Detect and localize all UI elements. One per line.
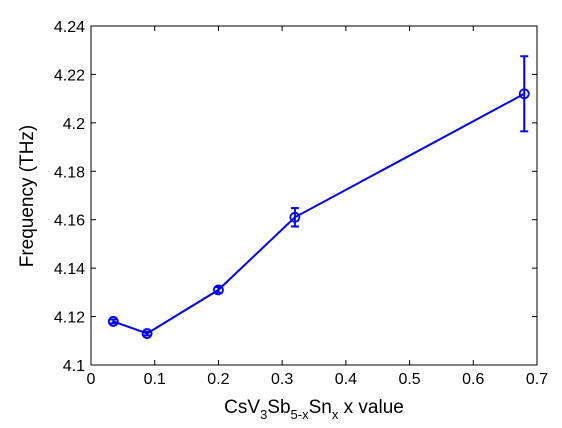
series-line (112, 92, 525, 335)
x-axis-label-part: Sb (267, 397, 290, 418)
x-axis-label-sub: 5-x (291, 407, 310, 422)
x-axis-label-part: x value (338, 397, 403, 418)
y-tick-label: 4.1 (63, 358, 85, 375)
x-tick-label: 0.4 (335, 371, 357, 388)
x-axis-ticks: 0 0.1 0.2 0.3 0.4 0.5 0.6 0.7 (87, 26, 548, 388)
data-point (289, 211, 301, 223)
x-tick-label: 0.6 (462, 371, 484, 388)
y-tick-label: 4.24 (54, 19, 85, 36)
y-tick-label: 4.14 (54, 261, 85, 278)
x-tick-label: 0.5 (398, 371, 420, 388)
y-tick-label: 4.16 (54, 213, 85, 230)
x-axis-label: CsV3Sb5-xSnx x value (224, 397, 404, 422)
x-axis-label-sub: 3 (260, 407, 267, 422)
x-tick-label: 0.1 (144, 371, 166, 388)
x-axis-label-part: CsV (224, 397, 260, 418)
y-axis-ticks: 4.1 4.12 4.14 4.16 4.18 4.2 4.22 4.24 (54, 19, 537, 375)
data-point (107, 316, 119, 327)
data-point (518, 88, 530, 100)
x-tick-label: 0.3 (271, 371, 293, 388)
plot-area (90, 25, 538, 366)
x-axis-label-part: Sn (309, 397, 332, 418)
x-tick-label: 0.2 (207, 371, 229, 388)
data-point (141, 328, 153, 339)
data-series (107, 55, 530, 339)
y-axis-label: Frequency (THz) (17, 125, 38, 268)
x-axis-label-sub: x (332, 407, 339, 422)
x-tick-label: 0.7 (526, 371, 548, 388)
x-tick-label: 0 (87, 371, 96, 388)
y-tick-label: 4.2 (63, 116, 85, 133)
y-tick-label: 4.18 (54, 164, 85, 181)
data-point (213, 284, 224, 296)
y-tick-label: 4.22 (54, 67, 85, 84)
y-tick-label: 4.12 (54, 310, 85, 327)
